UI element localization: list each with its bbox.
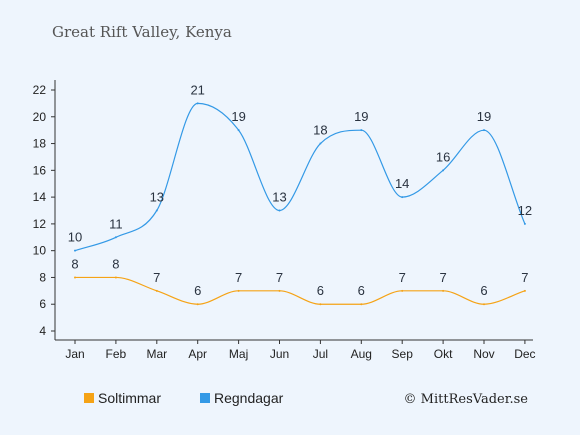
y-tick-label: 10 — [33, 244, 47, 258]
data-point-soltimmar — [74, 276, 76, 279]
data-label-soltimmar: 7 — [439, 270, 446, 285]
data-label-soltimmar: 7 — [153, 270, 160, 285]
data-point-soltimmar — [237, 289, 240, 292]
x-tick-label: Aug — [351, 347, 372, 361]
data-point-regndagar — [74, 249, 76, 252]
x-tick-label: Apr — [188, 347, 207, 361]
legend-label-regndagar: Regndagar — [214, 390, 284, 406]
data-point-regndagar — [483, 129, 485, 132]
data-point-regndagar — [196, 102, 199, 105]
x-tick-label: Dec — [514, 347, 535, 361]
data-point-soltimmar — [155, 289, 158, 292]
data-point-soltimmar — [442, 289, 445, 292]
data-label-regndagar: 18 — [313, 123, 327, 138]
legend: Soltimmar Regndagar — [84, 390, 284, 406]
data-point-regndagar — [401, 196, 404, 199]
data-label-regndagar: 21 — [190, 82, 204, 97]
data-point-regndagar — [237, 129, 240, 132]
x-tick-label: Okt — [434, 347, 453, 361]
y-tick-label: 16 — [33, 163, 47, 177]
credit-text: © MittResVader.se — [404, 392, 529, 407]
data-point-regndagar — [523, 222, 526, 225]
data-label-regndagar: 16 — [436, 149, 450, 164]
data-label-regndagar: 11 — [109, 216, 123, 231]
y-tick-label: 20 — [33, 110, 47, 124]
y-tick-label: 22 — [33, 83, 47, 97]
data-label-regndagar: 10 — [68, 230, 82, 245]
data-label-regndagar: 13 — [272, 190, 286, 205]
axes: 4 6 8 10 12 14 16 18 20 22 Jan Feb Mar Apr Maj Jun Jul Au… — [33, 80, 536, 361]
x-tick-label: Nov — [473, 347, 494, 361]
x-tick-label: Mar — [146, 347, 167, 361]
y-tick-label: 18 — [33, 137, 47, 151]
data-labels: 8 8 7 6 7 7 6 6 7 7 6 7 10 11 13 21 19 13 18 19 14 16 19 12 — [68, 82, 532, 298]
y-tick-label: 14 — [33, 190, 47, 204]
data-point-soltimmar — [360, 303, 363, 306]
data-point-soltimmar — [319, 303, 322, 306]
data-label-soltimmar: 6 — [317, 283, 324, 298]
x-tick-label: Sep — [392, 347, 414, 361]
legend-swatch-soltimmar — [84, 393, 94, 403]
data-label-soltimmar: 7 — [276, 270, 283, 285]
x-tick-label: Jan — [65, 347, 84, 361]
series-line-soltimmar — [75, 276, 526, 305]
data-point-regndagar — [319, 142, 322, 145]
data-point-regndagar — [114, 236, 117, 239]
data-label-soltimmar: 6 — [194, 283, 201, 298]
data-point-regndagar — [442, 169, 445, 172]
data-point-soltimmar — [196, 303, 199, 306]
data-point-regndagar — [360, 129, 363, 132]
y-tick-label: 8 — [39, 270, 46, 284]
data-label-regndagar: 19 — [231, 109, 245, 124]
x-tick-label: Jun — [270, 347, 289, 361]
x-tick-label: Maj — [229, 347, 248, 361]
data-label-soltimmar: 7 — [235, 270, 242, 285]
data-label-soltimmar: 6 — [358, 283, 365, 298]
series-group — [74, 102, 526, 306]
data-point-regndagar — [155, 209, 158, 212]
x-tick-label: Feb — [106, 347, 127, 361]
data-point-soltimmar — [483, 303, 485, 306]
data-label-soltimmar: 8 — [71, 256, 78, 271]
data-label-regndagar: 13 — [150, 190, 164, 205]
data-point-regndagar — [278, 209, 281, 212]
chart-title: Great Rift Valley, Kenya — [52, 23, 232, 41]
data-label-soltimmar: 7 — [521, 270, 528, 285]
data-point-soltimmar — [523, 289, 526, 292]
data-label-soltimmar: 6 — [480, 283, 487, 298]
data-label-soltimmar: 7 — [399, 270, 406, 285]
y-tick-label: 6 — [39, 297, 46, 311]
y-tick-label: 12 — [33, 217, 47, 231]
data-label-regndagar: 14 — [395, 176, 409, 191]
data-point-soltimmar — [278, 289, 281, 292]
data-label-soltimmar: 8 — [112, 256, 119, 271]
data-point-soltimmar — [401, 289, 404, 292]
legend-label-soltimmar: Soltimmar — [98, 390, 161, 406]
data-point-soltimmar — [114, 276, 117, 279]
x-tick-label: Jul — [313, 347, 328, 361]
series-line-regndagar — [74, 102, 526, 252]
legend-swatch-regndagar — [200, 393, 210, 403]
y-tick-label: 4 — [39, 324, 46, 338]
data-label-regndagar: 19 — [354, 109, 368, 124]
data-label-regndagar: 19 — [477, 109, 491, 124]
data-label-regndagar: 12 — [518, 203, 532, 218]
